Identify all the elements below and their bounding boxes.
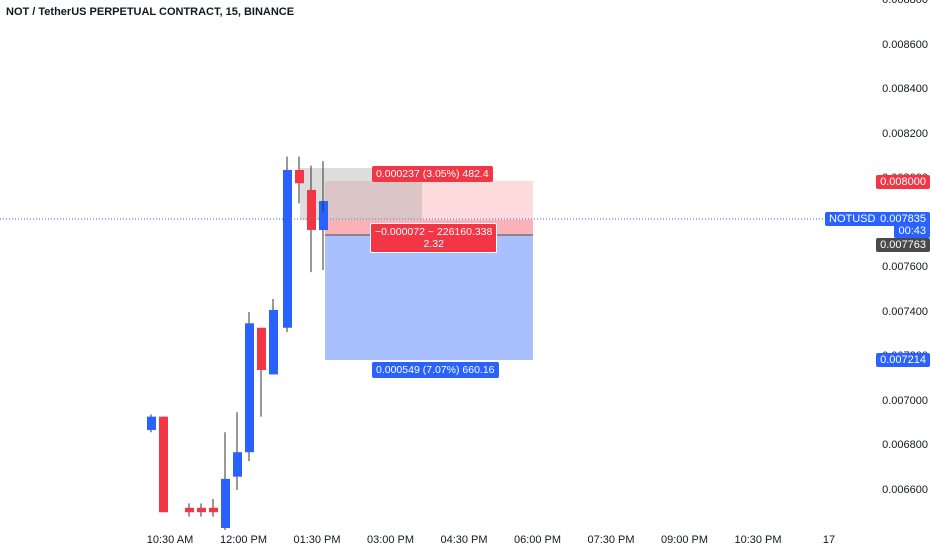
bullish-candle bbox=[269, 309, 278, 375]
bearish-candle bbox=[307, 189, 316, 230]
time-tick-label: 03:00 PM bbox=[366, 534, 415, 546]
countdown-tag: 00:43 bbox=[894, 224, 930, 238]
current-pnl-label[interactable]: −0.000072 ~ 226160.338 2.32 bbox=[370, 223, 498, 253]
price-tick-label: 0.008200 bbox=[882, 127, 928, 140]
time-tick-label: 10:30 AM bbox=[146, 534, 194, 546]
target-label[interactable]: 0.000237 (3.05%) 482.4 bbox=[372, 166, 493, 182]
bearish-candle bbox=[257, 327, 266, 370]
time-tick-label: 01:30 PM bbox=[293, 534, 341, 546]
price-tick-label: 0.008600 bbox=[882, 38, 928, 51]
bullish-candle bbox=[283, 169, 292, 328]
time-tick-label: 17 bbox=[822, 534, 836, 546]
bearish-candle bbox=[185, 507, 194, 513]
time-tick-label: 10:30 PM bbox=[734, 534, 782, 546]
price-tick-label: 0.008800 bbox=[882, 0, 928, 6]
candles-group bbox=[147, 156, 328, 530]
bearish-candle bbox=[159, 416, 168, 513]
chart-title: NOT / TetherUS PERPETUAL CONTRACT, 15, B… bbox=[6, 6, 295, 18]
price-tick-label: 0.006600 bbox=[882, 483, 928, 496]
price-tick-label: 0.007400 bbox=[882, 305, 928, 318]
current-pnl-line2: 2.32 bbox=[423, 238, 444, 250]
time-tick-label: 07:30 PM bbox=[587, 534, 635, 546]
bullish-candle bbox=[319, 212, 328, 230]
price-tick-label: 0.006800 bbox=[882, 439, 928, 451]
bearish-candle bbox=[209, 507, 218, 513]
time-tick-label: 12:00 PM bbox=[219, 534, 268, 546]
stop-label[interactable]: 0.000549 (7.07%) 660.16 bbox=[372, 362, 499, 378]
stop-price-tag: 0.007214 bbox=[876, 353, 930, 367]
bullish-candle bbox=[245, 323, 254, 453]
stop-zone bbox=[325, 235, 533, 360]
bullish-candle bbox=[221, 478, 230, 528]
bullish-candle bbox=[233, 452, 242, 477]
entry-price-tag: 0.007763 bbox=[876, 238, 930, 252]
bearish-candle bbox=[197, 507, 206, 513]
time-tick-label: 09:00 PM bbox=[660, 534, 709, 546]
price-tick-label: 0.008400 bbox=[882, 83, 928, 95]
last-price-tag: 0.007835 bbox=[876, 212, 930, 226]
target-price-tag: 0.008000 bbox=[876, 175, 930, 189]
price-tick-label: 0.007600 bbox=[882, 261, 928, 273]
time-tick-label: 06:00 PM bbox=[513, 534, 562, 546]
price-tick-label: 0.007000 bbox=[882, 394, 928, 407]
time-tick-label: 04:30 PM bbox=[440, 534, 488, 546]
current-pnl-line1: −0.000072 ~ 226160.338 bbox=[375, 226, 493, 238]
bearish-candle bbox=[295, 169, 304, 184]
bullish-candle bbox=[147, 416, 156, 430]
